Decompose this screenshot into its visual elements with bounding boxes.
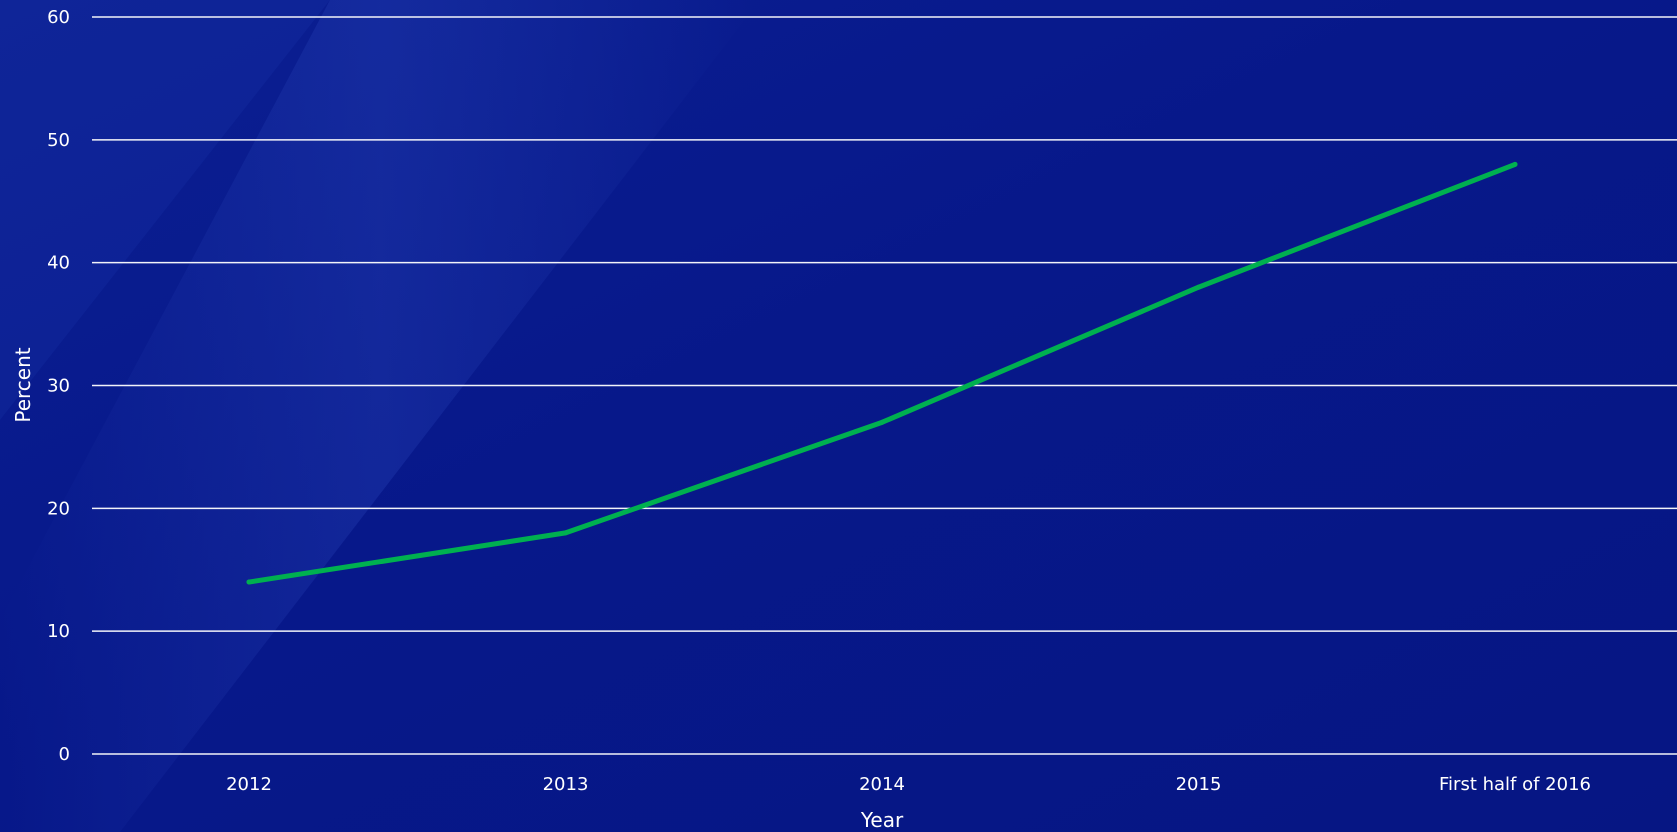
data-point xyxy=(246,579,252,585)
background-sheen-2 xyxy=(0,0,330,420)
x-tick-label: 2014 xyxy=(859,774,905,795)
x-tick-label: 2013 xyxy=(543,774,589,795)
y-tick-label: 0 xyxy=(59,744,70,765)
data-point xyxy=(1196,284,1201,290)
background-sheen xyxy=(0,0,760,832)
y-tick-label: 20 xyxy=(47,498,70,519)
series-lines xyxy=(246,161,1518,585)
x-tick-label: 2012 xyxy=(226,774,272,795)
y-tick-label: 30 xyxy=(47,376,70,397)
y-tick-label: 50 xyxy=(47,130,70,151)
gridlines xyxy=(92,16,1677,755)
x-tick-label: 2015 xyxy=(1176,774,1222,795)
x-axis-ticks: 2012 2013 2014 2015 First half of 2016 xyxy=(226,774,1591,795)
y-tick-label: 10 xyxy=(47,621,70,642)
data-point xyxy=(563,530,568,536)
y-tick-label: 60 xyxy=(47,7,70,28)
y-axis-ticks: 0 10 20 30 40 50 60 xyxy=(47,7,70,765)
x-axis-title: Year xyxy=(860,808,904,832)
y-tick-label: 40 xyxy=(47,253,70,274)
data-point xyxy=(879,419,885,425)
x-tick-label: First half of 2016 xyxy=(1439,774,1591,795)
y-axis-title: Percent xyxy=(11,347,35,422)
data-point xyxy=(1512,161,1518,167)
